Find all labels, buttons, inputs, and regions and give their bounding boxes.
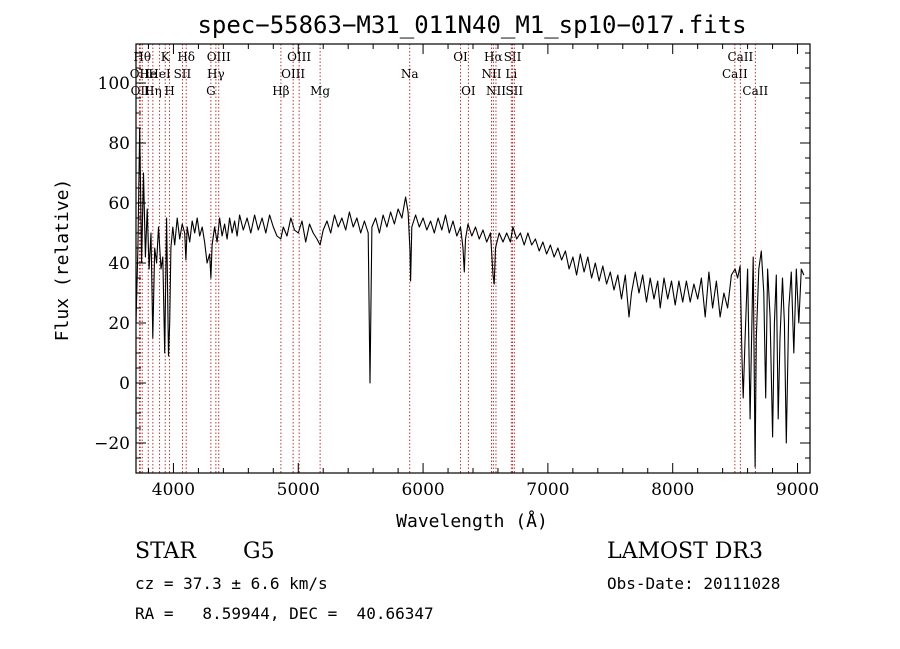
object-class: STAR	[135, 539, 196, 564]
line-marker-label: CaII	[727, 50, 753, 64]
y-axis-ticks: −20 0 20 40 60 80 100	[94, 52, 810, 474]
line-marker-label: SII	[504, 50, 522, 64]
coordinates: RA = 8.59944, DEC = 40.66347	[135, 604, 434, 623]
plot-frame	[135, 43, 811, 474]
line-marker-label: HeI	[148, 67, 171, 81]
x-tick-label: 5000	[277, 480, 320, 500]
line-marker-label: Na	[401, 67, 419, 81]
line-marker-label: OI	[461, 84, 476, 98]
y-tick-label: 0	[119, 374, 130, 394]
line-marker-label: OI	[453, 50, 468, 64]
line-marker-label: Hη	[144, 84, 162, 98]
x-axis-ticks: 4000 5000 6000 7000 8000 9000	[147, 44, 819, 500]
x-tick-label: 8000	[651, 480, 694, 500]
y-tick-label: −20	[94, 434, 130, 454]
line-marker-label: Hγ	[207, 67, 225, 81]
line-marker-label: NII	[486, 84, 506, 98]
spectrum-line	[135, 127, 805, 468]
line-marker-label: He	[139, 67, 157, 81]
line-marker-label: Hδ	[177, 50, 195, 64]
x-tick-label: 6000	[401, 480, 444, 500]
line-marker-label: NII	[481, 67, 501, 81]
line-marker-label: CaII	[742, 84, 768, 98]
x-tick-label: 7000	[526, 480, 569, 500]
line-marker-label: H	[164, 84, 174, 98]
line-marker-label: G	[206, 84, 216, 98]
line-marker-label: OII	[130, 67, 150, 81]
y-tick-label: 40	[108, 254, 130, 274]
line-marker-label: SII	[505, 84, 523, 98]
redshift-value: cz = 37.3 ± 6.6 km/s	[135, 574, 328, 593]
chart-title: spec−55863−M31_011N40_M1_sp10−017.fits	[197, 11, 746, 39]
line-marker-label: SII	[174, 67, 192, 81]
x-axis-label: Wavelength (Å)	[396, 510, 548, 532]
y-tick-label: 20	[108, 314, 130, 334]
x-tick-label: 9000	[776, 480, 819, 500]
line-marker-label: Hβ	[272, 84, 289, 98]
observation-date: Obs-Date: 20111028	[607, 574, 781, 593]
line-marker-label: OIII	[207, 50, 231, 64]
line-marker-label: K	[161, 50, 171, 64]
line-marker-label: OIII	[281, 67, 305, 81]
object-subclass: G5	[243, 539, 275, 564]
line-marker-label: Li	[505, 67, 517, 81]
line-marker-label: CaII	[722, 67, 748, 81]
line-markers: OIIOIIHθHeHηHeIKHSIIHδGHγOIIIHβOIIIOIIIM…	[130, 44, 768, 473]
y-tick-label: 100	[98, 74, 130, 94]
y-tick-label: 80	[108, 134, 130, 154]
survey-name: LAMOST DR3	[607, 539, 763, 564]
y-axis-label: Flux (relative)	[52, 179, 73, 342]
line-marker-label: OIII	[287, 50, 311, 64]
y-tick-label: 60	[108, 194, 130, 214]
x-tick-label: 4000	[152, 480, 195, 500]
line-marker-label: Hα	[484, 50, 503, 64]
line-marker-label: Mg	[310, 84, 330, 98]
